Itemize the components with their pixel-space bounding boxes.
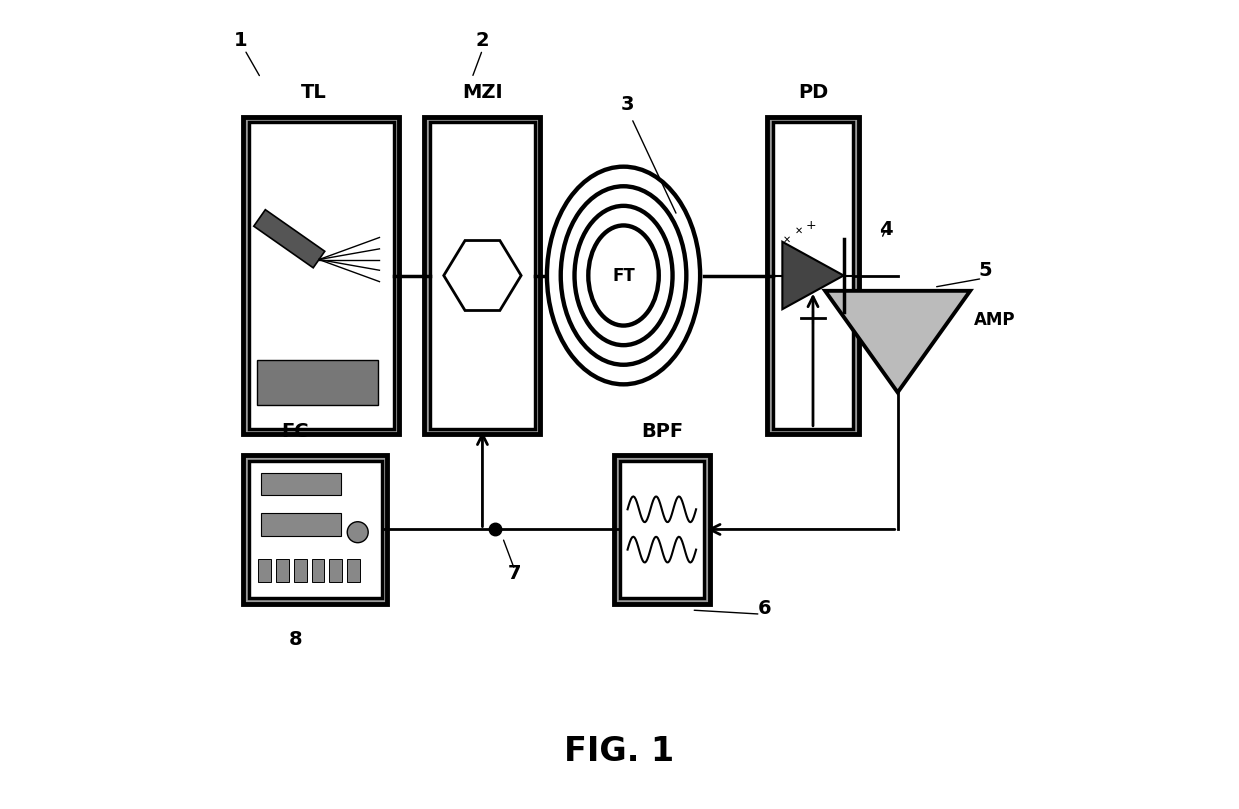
- Bar: [249, 461, 382, 598]
- Text: +: +: [807, 219, 817, 232]
- Text: AMP: AMP: [974, 311, 1016, 328]
- Text: FT: FT: [612, 266, 634, 285]
- Bar: [260, 513, 341, 536]
- Bar: [294, 559, 307, 582]
- Bar: [620, 461, 704, 598]
- Bar: [767, 116, 859, 434]
- Text: PD: PD: [798, 83, 828, 102]
- Text: MZI: MZI: [462, 83, 503, 102]
- Text: 8: 8: [289, 630, 302, 650]
- Bar: [347, 559, 359, 582]
- Bar: [243, 455, 388, 604]
- Bar: [276, 559, 289, 582]
- Bar: [249, 122, 394, 429]
- Bar: [330, 559, 342, 582]
- Polygon shape: [782, 242, 844, 309]
- Bar: [260, 472, 341, 495]
- Text: BPF: BPF: [641, 421, 683, 441]
- Text: ✕: ✕: [794, 227, 803, 236]
- Bar: [613, 455, 710, 604]
- Text: 1: 1: [234, 31, 248, 50]
- Bar: [311, 559, 325, 582]
- Circle shape: [347, 522, 368, 543]
- Text: 4: 4: [878, 220, 892, 239]
- Text: FIG. 1: FIG. 1: [565, 735, 674, 768]
- Text: 2: 2: [476, 31, 489, 50]
- Text: 6: 6: [758, 599, 772, 618]
- Text: FC: FC: [281, 421, 309, 441]
- Text: TL: TL: [301, 83, 327, 102]
- Bar: [243, 116, 399, 434]
- Text: 7: 7: [508, 565, 522, 583]
- Polygon shape: [825, 290, 970, 392]
- Bar: [430, 122, 535, 429]
- Polygon shape: [254, 210, 325, 268]
- Ellipse shape: [589, 226, 659, 325]
- Bar: [425, 116, 540, 434]
- Bar: [258, 559, 271, 582]
- Bar: [256, 360, 378, 404]
- Text: 5: 5: [979, 261, 992, 280]
- Bar: [773, 122, 854, 429]
- Text: ✕: ✕: [783, 235, 792, 244]
- Text: 3: 3: [621, 95, 634, 114]
